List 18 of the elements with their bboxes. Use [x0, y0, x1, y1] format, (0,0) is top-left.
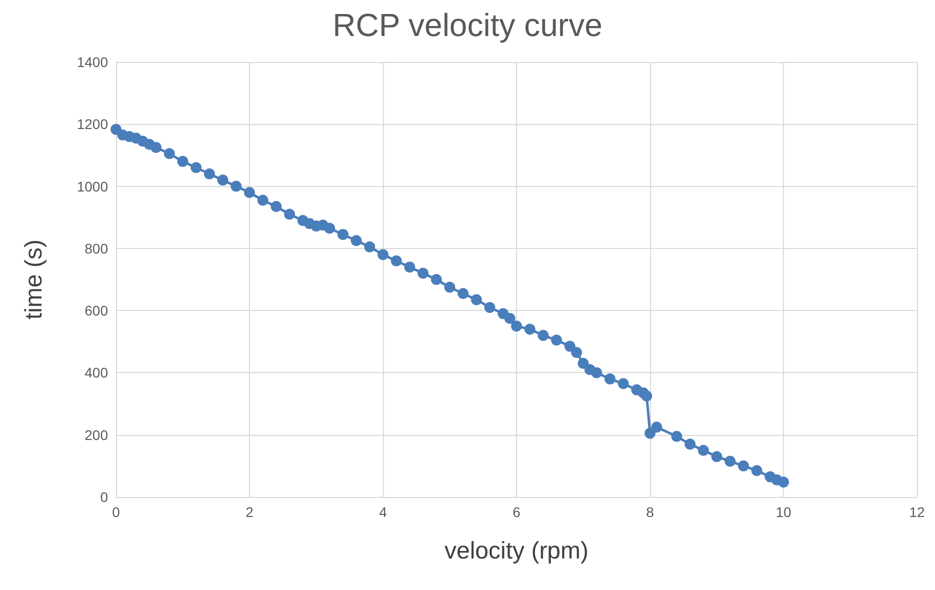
- x-tick-label: 12: [909, 504, 925, 520]
- y-axis-title: time (s): [20, 240, 48, 320]
- y-tick-label: 1200: [76, 116, 108, 132]
- y-tick-label: 0: [100, 489, 108, 505]
- x-tick-label: 10: [776, 504, 792, 520]
- x-axis-title: velocity (rpm): [444, 538, 589, 564]
- y-tick-label: 1400: [76, 54, 108, 70]
- y-tick-label: 800: [84, 240, 108, 256]
- x-tick-label: 8: [646, 504, 654, 520]
- x-tick-label: 4: [379, 504, 388, 520]
- y-tick-label: 200: [84, 426, 108, 443]
- chart-title: RCP velocity curve: [332, 7, 602, 43]
- y-tick-label: 400: [84, 364, 108, 381]
- x-tick-label: 0: [112, 504, 120, 520]
- x-tick-label: 6: [512, 504, 521, 520]
- y-tick-label: 1000: [76, 178, 108, 194]
- y-tick-label: 600: [84, 302, 108, 319]
- x-tick-label: 2: [246, 504, 254, 520]
